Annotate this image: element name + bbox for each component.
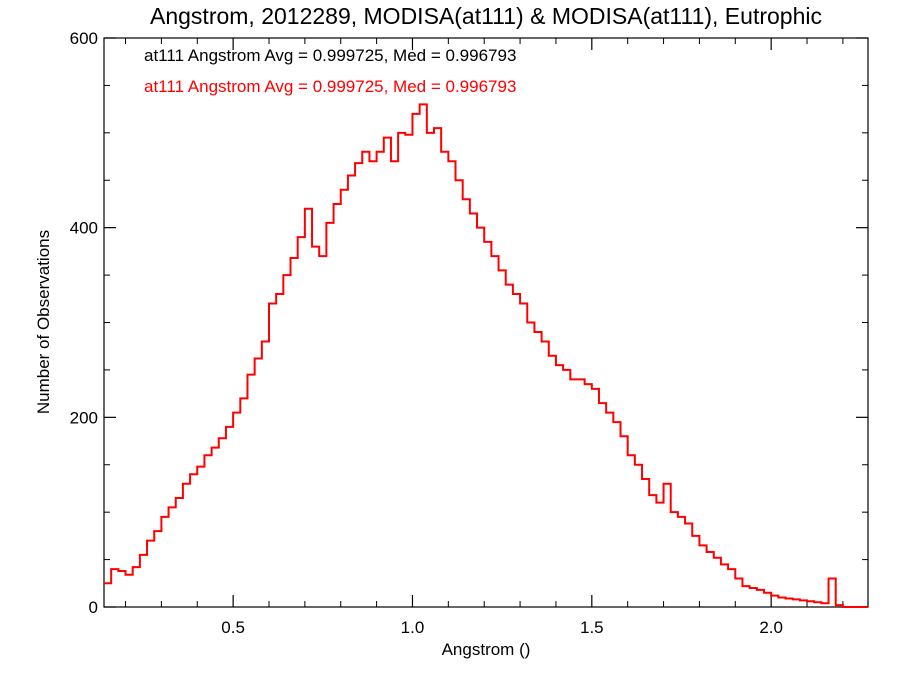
stats-annotation-red: at111 Angstrom Avg = 0.999725, Med = 0.9… bbox=[144, 77, 516, 96]
series-layer bbox=[104, 103, 868, 608]
chart-title: Angstrom, 2012289, MODISA(at111) & MODIS… bbox=[150, 3, 822, 29]
x-tick-label: 0.5 bbox=[221, 618, 245, 637]
x-tick-label: 1.0 bbox=[401, 618, 425, 637]
stats-annotation-black: at111 Angstrom Avg = 0.999725, Med = 0.9… bbox=[144, 46, 516, 65]
x-axis-label: Angstrom () bbox=[442, 640, 531, 659]
x-tick-label: 1.5 bbox=[580, 618, 604, 637]
axis-tick-labels: 0.5 1.0 1.5 2.0 0 200 400 600 bbox=[70, 29, 783, 637]
y-axis-label: Number of Observations bbox=[34, 230, 53, 414]
y-tick-label: 400 bbox=[70, 219, 98, 238]
y-tick-label: 200 bbox=[70, 408, 98, 427]
y-tick-label: 0 bbox=[89, 598, 98, 617]
y-tick-label: 600 bbox=[70, 29, 98, 48]
axis-ticks bbox=[104, 37, 868, 608]
x-tick-label: 2.0 bbox=[759, 618, 783, 637]
histogram-series-0 bbox=[104, 103, 868, 608]
